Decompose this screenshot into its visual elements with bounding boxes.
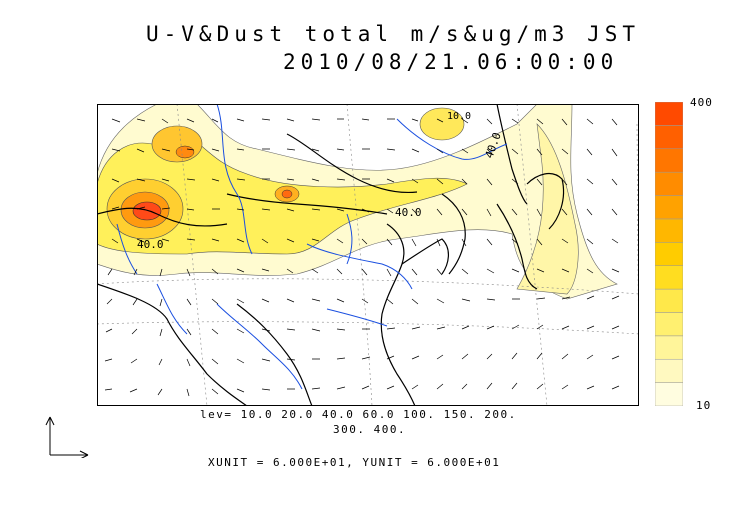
- wind-vectors: [104, 118, 620, 397]
- colorbar-step: [654, 382, 684, 407]
- colorbar-min-label: 10: [696, 399, 712, 412]
- colorbar-max-label: 400: [690, 96, 713, 109]
- dust-plume-north: [151, 125, 203, 163]
- colorbar-step: [654, 358, 684, 383]
- colorbar-step: [654, 218, 684, 243]
- dust-spot-central-core: [281, 189, 293, 199]
- contour-label-d: 10.0: [447, 111, 471, 122]
- contour-label-a: 40.0: [137, 238, 164, 251]
- colorbar-step: [654, 101, 684, 126]
- coastlines: [97, 104, 565, 406]
- colorbar-step: [654, 242, 684, 266]
- colorbar: [654, 101, 684, 407]
- dust-spot-north: [175, 145, 195, 159]
- map-frame: [97, 104, 639, 406]
- colorbar-svg: [654, 101, 684, 407]
- vector-units: XUNIT = 6.000E+01, YUNIT = 6.000E+01: [208, 456, 501, 469]
- dust-map: 40.0 40.0 40.0 10.0: [97, 104, 639, 406]
- colorbar-step: [654, 125, 684, 150]
- chart-timestamp: 2010/08/21.06:00:00: [283, 50, 619, 74]
- reference-vector-icon: [42, 413, 92, 460]
- dust-hotspot-west-core: [132, 201, 162, 221]
- colorbar-step: [654, 171, 684, 196]
- contour-levels-line2: 300. 400.: [333, 423, 407, 436]
- contour-label-b: 40.0: [395, 206, 422, 219]
- map-canvas: 40.0 40.0 40.0 10.0: [97, 104, 639, 406]
- colorbar-step: [654, 195, 684, 220]
- colorbar-step: [654, 288, 684, 313]
- dust-band-japan: [516, 123, 579, 295]
- colorbar-step: [654, 265, 684, 290]
- chart-title: U-V&Dust total m/s&ug/m3 JST: [146, 22, 641, 46]
- colorbar-step: [654, 335, 684, 360]
- dust-spot-northeast: [419, 107, 465, 141]
- contour-levels-line1: lev= 10.0 20.0 40.0 60.0 100. 150. 200.: [200, 408, 517, 421]
- colorbar-step: [654, 148, 684, 173]
- colorbar-step: [654, 312, 684, 337]
- rivers: [116, 104, 508, 390]
